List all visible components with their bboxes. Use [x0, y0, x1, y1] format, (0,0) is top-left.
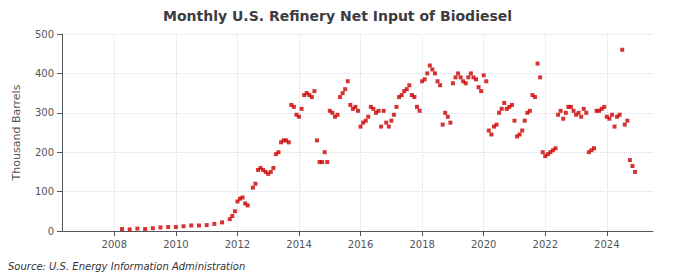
svg-text:Thousand Barrels: Thousand Barrels — [10, 84, 23, 181]
svg-text:100: 100 — [35, 186, 54, 197]
svg-text:2012: 2012 — [225, 239, 250, 250]
svg-text:2014: 2014 — [286, 239, 311, 250]
svg-text:0: 0 — [48, 226, 54, 237]
svg-text:500: 500 — [35, 29, 54, 40]
svg-text:2016: 2016 — [348, 239, 373, 250]
svg-text:400: 400 — [35, 68, 54, 79]
svg-text:2024: 2024 — [594, 239, 619, 250]
svg-text:2010: 2010 — [163, 239, 188, 250]
svg-text:2020: 2020 — [471, 239, 496, 250]
svg-text:2018: 2018 — [409, 239, 434, 250]
svg-text:200: 200 — [35, 147, 54, 158]
svg-text:2022: 2022 — [533, 239, 558, 250]
svg-text:300: 300 — [35, 107, 54, 118]
svg-text:2008: 2008 — [102, 239, 127, 250]
svg-text:Source: U.S. Energy Informatio: Source: U.S. Energy Information Administ… — [8, 261, 245, 272]
svg-text:Monthly U.S. Refinery Net Inpu: Monthly U.S. Refinery Net Input of Biodi… — [163, 8, 512, 24]
